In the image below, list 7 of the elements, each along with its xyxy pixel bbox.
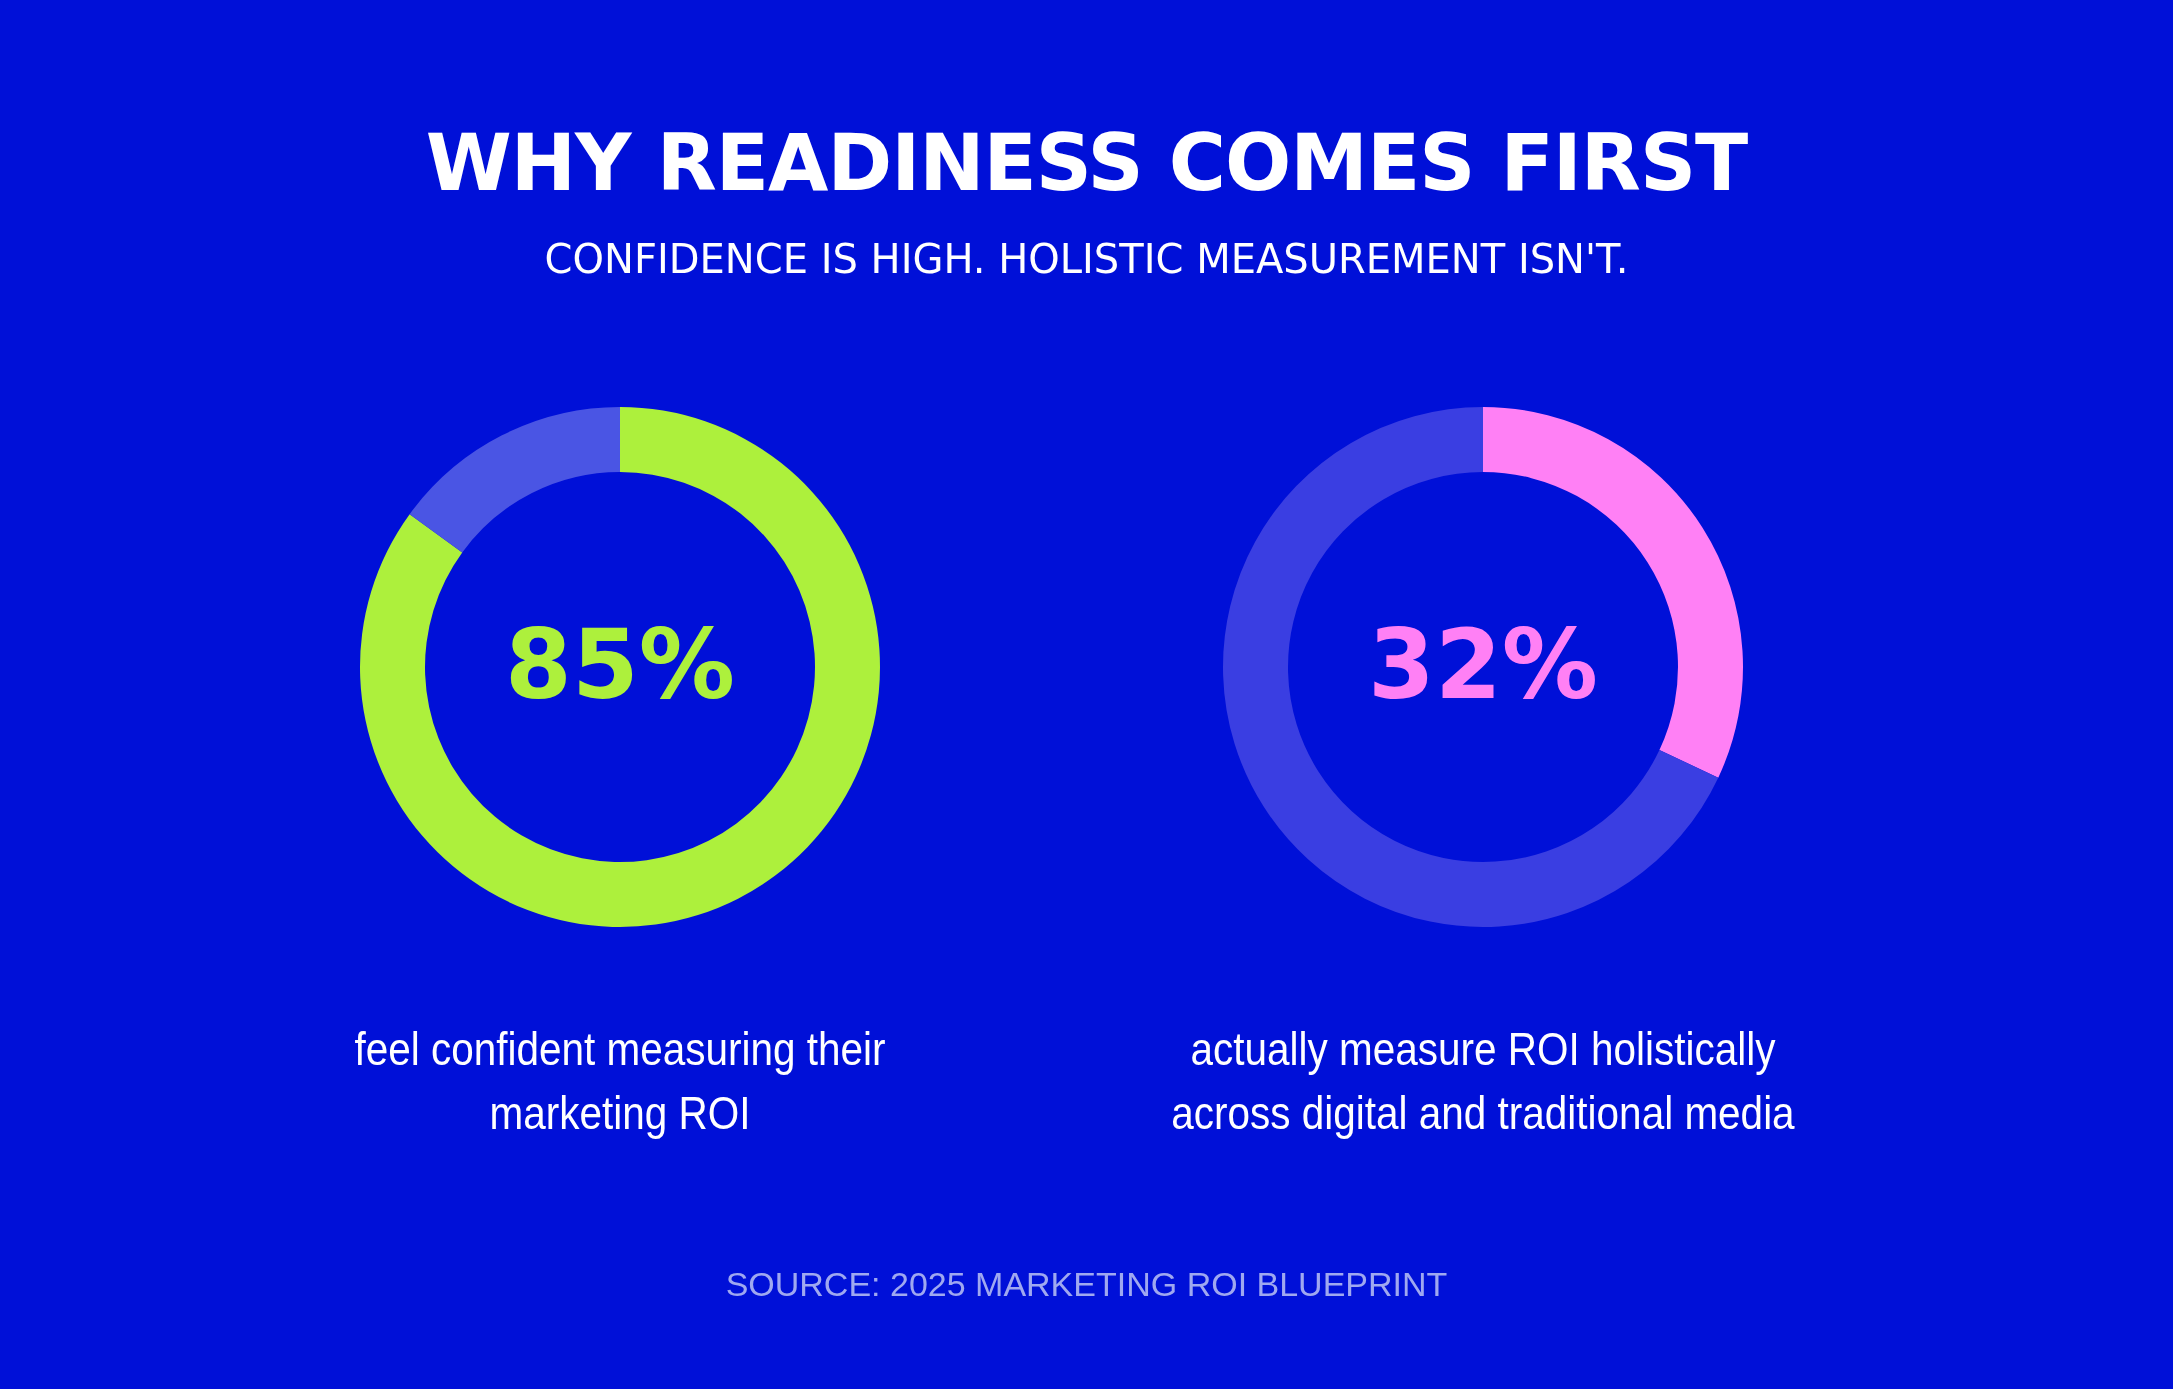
source-note: SOURCE: 2025 MARKETING ROI BLUEPRINT [724,1265,1449,1304]
data-label: 85% [505,608,735,721]
text: WHY READINESS COMES FIRST [424,118,1749,208]
data-label: 32% [1368,608,1598,721]
text: CONFIDENCE IS HIGH. HOLISTIC MEASUREMENT ISN'T. [543,236,1630,282]
text: feel confident measuring their marketing ROI [353,1022,887,1141]
text: actually measure ROI holistically across digital and traditional media [1170,1022,1796,1141]
